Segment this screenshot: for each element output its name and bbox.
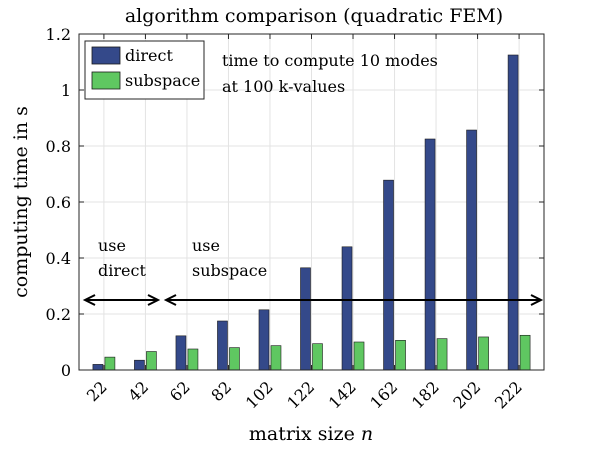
legend-label-subspace: subspace <box>125 71 200 90</box>
bar-direct-22 <box>92 364 104 371</box>
bar-subspace-42 <box>146 351 157 371</box>
bar-subspace-162 <box>395 340 406 371</box>
bar-subspace-102 <box>270 345 282 371</box>
direct-arrow-right-head <box>147 294 161 306</box>
bar-subspace-182 <box>436 338 448 371</box>
use-subspace-line-2: subspace <box>192 261 267 280</box>
bar-subspace-62 <box>187 348 199 371</box>
subspace-arrow-left-head <box>163 294 177 306</box>
bar-direct-102 <box>258 309 270 371</box>
subspace-arrow-right-head <box>530 294 544 306</box>
legend-label-direct: direct <box>125 46 173 65</box>
x-axis-label-variable: n <box>361 423 373 445</box>
y-tick-label: 1.2 <box>46 25 71 44</box>
note-line-1: time to compute 10 modes <box>222 51 438 70</box>
bar-direct-162 <box>383 179 394 371</box>
y-tick-label: 1 <box>61 81 71 100</box>
note-line-2: at 100 k-values <box>222 77 345 96</box>
bar-direct-202 <box>466 129 477 371</box>
y-tick-label: 0.2 <box>46 305 71 324</box>
direct-arrow-left-head <box>82 294 96 306</box>
y-tick-label: 0.4 <box>46 249 71 268</box>
bar-direct-82 <box>217 320 228 371</box>
use-subspace-line-1: use <box>192 236 220 255</box>
bar-subspace-82 <box>229 347 240 371</box>
chart-title: algorithm comparison (quadratic FEM) <box>125 5 503 27</box>
y-tick-label: 0.8 <box>46 137 71 156</box>
bar-subspace-22 <box>104 356 116 371</box>
y-tick-label: 0.6 <box>46 193 71 212</box>
y-tick-label: 0 <box>61 361 71 380</box>
x-axis-label: matrix size n <box>249 423 373 445</box>
bar-subspace-142 <box>353 341 365 371</box>
bar-subspace-122 <box>312 343 323 371</box>
bar-direct-142 <box>341 246 353 371</box>
legend-swatch-direct <box>91 46 121 65</box>
bar-direct-122 <box>300 267 311 371</box>
legend-swatch-subspace <box>91 71 121 90</box>
use-direct-line-1: use <box>98 236 126 255</box>
bar-subspace-202 <box>478 336 489 371</box>
region-arrows <box>82 294 544 306</box>
bar-subspace-222 <box>519 334 531 371</box>
use-direct-line-2: direct <box>98 261 146 280</box>
x-axis-label-text: matrix size <box>249 423 355 445</box>
bar-direct-222 <box>507 54 519 371</box>
bar-direct-42 <box>134 359 145 371</box>
legend: direct subspace <box>84 40 205 100</box>
bar-direct-62 <box>175 335 187 371</box>
bar-direct-182 <box>424 138 436 371</box>
y-axis-label: computing time in s <box>10 106 32 298</box>
